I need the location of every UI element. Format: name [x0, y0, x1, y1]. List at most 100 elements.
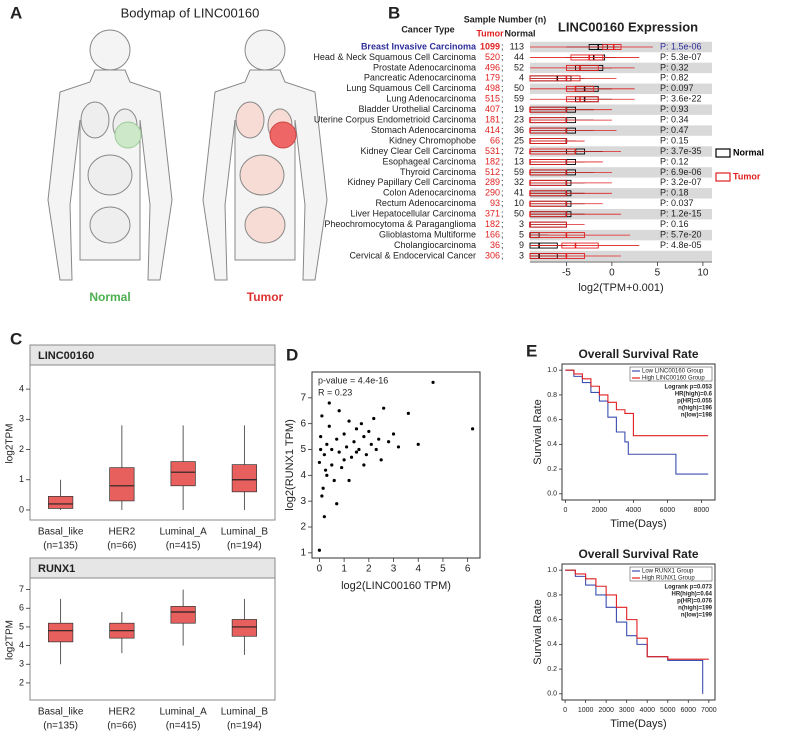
frame: [29, 344, 276, 521]
p-label: P: 0.097: [660, 83, 694, 93]
x-tick-label: 5: [655, 268, 661, 279]
row-label: Colon Adenocarcinoma: [383, 188, 476, 198]
point: [317, 460, 322, 465]
point: [337, 450, 341, 454]
point: [354, 450, 359, 454]
point: [352, 440, 356, 444]
x-tick-label: HER2: [109, 707, 136, 718]
legend-label: Tumor: [733, 171, 761, 181]
point: [325, 442, 329, 446]
point: [431, 380, 435, 384]
y-axis-label: log2(RUNX1 TPM): [284, 419, 296, 511]
p-label: P: 0.47: [660, 125, 689, 135]
point: [337, 409, 341, 413]
normal-n: 13: [514, 156, 524, 166]
y-tick-label: 3: [19, 659, 24, 669]
header-strip: [29, 344, 276, 366]
p-label: P: 0.16: [660, 219, 689, 229]
stat-label: Logrank p=0.053: [664, 385, 712, 391]
tumor-n: 182: [485, 219, 500, 229]
n-label: (n=194): [227, 721, 262, 732]
separator: ;: [501, 219, 504, 229]
normal-n: 36: [514, 125, 524, 135]
n-label: (n=415): [166, 541, 201, 552]
point: [327, 424, 331, 428]
normal-n: 50: [514, 209, 524, 219]
x-tick-label: 4: [415, 564, 421, 575]
row-band: [530, 167, 712, 178]
legend-swatch: [715, 172, 731, 182]
survival-curve: [565, 569, 709, 660]
count-name: Tumor: [476, 28, 504, 38]
tumor-n: 407: [485, 104, 500, 114]
y-tick-label: 0.2: [547, 466, 557, 473]
normal-label: Normal: [89, 290, 130, 304]
chart-title: Overall Survival Rate: [578, 347, 698, 361]
normal-n: 10: [514, 198, 524, 208]
point: [335, 437, 339, 441]
tumor-n: 182: [485, 156, 500, 166]
y-tick-label: 0.0: [547, 491, 557, 498]
n-label: (n=194): [227, 541, 262, 552]
point: [319, 434, 323, 439]
point: [344, 445, 349, 449]
tumor-n: 498: [485, 83, 500, 93]
y-tick-label: 4: [19, 384, 24, 394]
x-tick-label: 0: [609, 268, 615, 279]
y-tick-label: 2: [300, 522, 306, 533]
point: [340, 465, 344, 470]
separator: ;: [501, 83, 504, 93]
separator: ;: [501, 229, 504, 239]
body-normal: [47, 29, 173, 281]
tumor-n: 531: [485, 146, 500, 156]
point: [327, 401, 331, 405]
legend-box: [629, 566, 713, 582]
separator: ;: [501, 73, 504, 83]
normal-n: 41: [514, 188, 524, 198]
point: [320, 494, 324, 498]
p-label: P: 3.7e-35: [660, 146, 702, 156]
point: [470, 427, 475, 431]
normal-n: 32: [514, 177, 524, 187]
point: [357, 447, 361, 452]
x-tick-label: Luminal_B: [221, 527, 269, 538]
point: [416, 442, 420, 446]
box: [170, 461, 196, 487]
p-label: P: 5.3e-07: [660, 52, 702, 62]
y-axis-label: Survival Rate: [532, 399, 544, 464]
row-label: Lung Adenocarcinoma: [386, 94, 476, 104]
p-label: P: 1.2e-15: [660, 209, 702, 219]
legend-box: [629, 366, 713, 382]
tumor-n: 36: [490, 240, 500, 250]
frame: [561, 563, 716, 701]
x-tick-label: 1000: [578, 707, 594, 714]
y-tick-label: 4: [19, 640, 24, 650]
point: [396, 445, 401, 449]
panel-label: C: [10, 329, 22, 348]
bodymap-title: Bodymap of LINC00160: [121, 5, 260, 20]
box: [231, 464, 257, 493]
row-label: Kidney Clear Cell Carcinoma: [360, 146, 476, 156]
tumor-n: 181: [485, 115, 500, 125]
box: [170, 606, 196, 624]
stat-label: HR(high)=0.6: [675, 392, 713, 398]
y-tick-label: 0.6: [547, 416, 557, 423]
point: [367, 429, 371, 434]
y-tick-label: 0.2: [547, 666, 557, 673]
y-tick-label: 7: [300, 392, 306, 403]
box: [561, 242, 599, 249]
p-label: P: 0.93: [660, 104, 689, 114]
tumor-n: 414: [485, 125, 500, 135]
x-tick-label: 0: [563, 707, 567, 714]
normal-n: 113: [510, 41, 524, 51]
x-tick-label: 2000: [598, 707, 614, 714]
tumor-n: 290: [485, 188, 500, 198]
y-tick-label: 3: [19, 414, 24, 424]
y-tick-label: 0.6: [547, 616, 557, 623]
point: [347, 419, 351, 423]
x-tick-label: 3: [391, 564, 397, 575]
point: [372, 416, 376, 421]
y-tick-label: 1: [300, 547, 306, 558]
x-tick-label: 3000: [619, 707, 635, 714]
frame: [311, 371, 481, 559]
